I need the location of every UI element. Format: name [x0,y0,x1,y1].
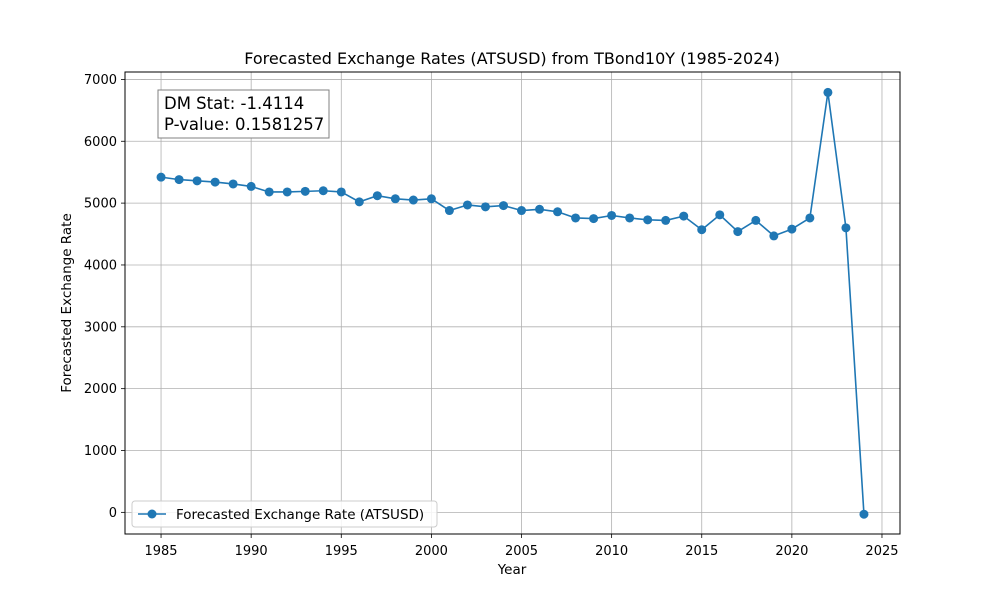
y-tick-label: 0 [109,506,117,521]
grid [125,72,900,534]
x-tick-label: 1990 [235,544,268,559]
data-point [769,231,779,241]
plot-frame [124,71,901,535]
data-point [480,202,490,212]
data-point [643,215,653,225]
y-axis-label: Forecasted Exchange Rate [59,213,75,393]
x-tick-label: 1985 [144,544,177,559]
legend-marker-sample [147,509,157,519]
data-point [697,225,707,235]
series-line [160,91,865,515]
data-point [535,204,545,214]
data-point [372,191,382,201]
data-point [517,206,527,216]
p-value-text: P-value: 0.1581257 [164,115,324,134]
data-point [156,172,166,182]
series-layer [156,87,869,519]
x-tick-label: 2015 [685,544,718,559]
data-point [823,87,833,97]
data-point [390,194,400,204]
data-point [607,210,617,220]
data-point [192,176,202,186]
x-tick-label: 2000 [415,544,448,559]
data-point [462,200,472,210]
data-point [498,201,508,211]
data-point [300,186,310,196]
data-point [228,179,238,189]
data-point [733,227,743,237]
data-point [661,215,671,225]
data-point [787,224,797,234]
data-point [589,214,599,224]
data-point [625,213,635,223]
data-point [751,215,761,225]
y-tick-label: 7000 [84,73,117,88]
legend: Forecasted Exchange Rate (ATSUSD) [131,500,438,528]
data-point [318,186,328,196]
data-point [553,207,563,217]
y-tick-label: 1000 [84,444,117,459]
data-point [715,210,725,220]
x-tick-label: 1995 [325,544,358,559]
data-point [282,187,292,197]
dm-stat-text: DM Stat: -1.4114 [164,94,304,113]
data-point [264,187,274,197]
legend-frame [131,500,438,528]
data-point [571,213,581,223]
data-point [426,194,436,204]
data-point [859,509,869,519]
x-tick-label: 2025 [865,544,898,559]
y-axis: 0 1000 2000 3000 4000 5000 6000 7000 [84,73,125,521]
legend-label: Forecasted Exchange Rate (ATSUSD) [176,507,424,523]
x-axis-label: Year [497,562,527,578]
y-tick-label: 4000 [84,258,117,273]
data-point [246,181,256,191]
x-axis: 1985 1990 1995 2000 2005 2010 2015 2020 2025 [144,534,899,559]
data-point [210,177,220,187]
annotation-box: DM Stat: -1.4114 P-value: 0.1581257 [157,89,330,139]
y-tick-label: 2000 [84,382,117,397]
data-point [408,195,418,205]
x-tick-label: 2010 [595,544,628,559]
data-point [354,197,364,207]
chart-title: Forecasted Exchange Rates (ATSUSD) from … [244,49,780,68]
data-point [444,206,454,216]
data-point [336,187,346,197]
data-point [174,175,184,185]
data-point [805,213,815,223]
x-tick-label: 2005 [505,544,538,559]
data-point [841,223,851,233]
y-tick-label: 3000 [84,320,117,335]
y-tick-label: 5000 [84,197,117,212]
x-tick-label: 2020 [775,544,808,559]
y-tick-label: 6000 [84,135,117,150]
data-point [679,211,689,221]
